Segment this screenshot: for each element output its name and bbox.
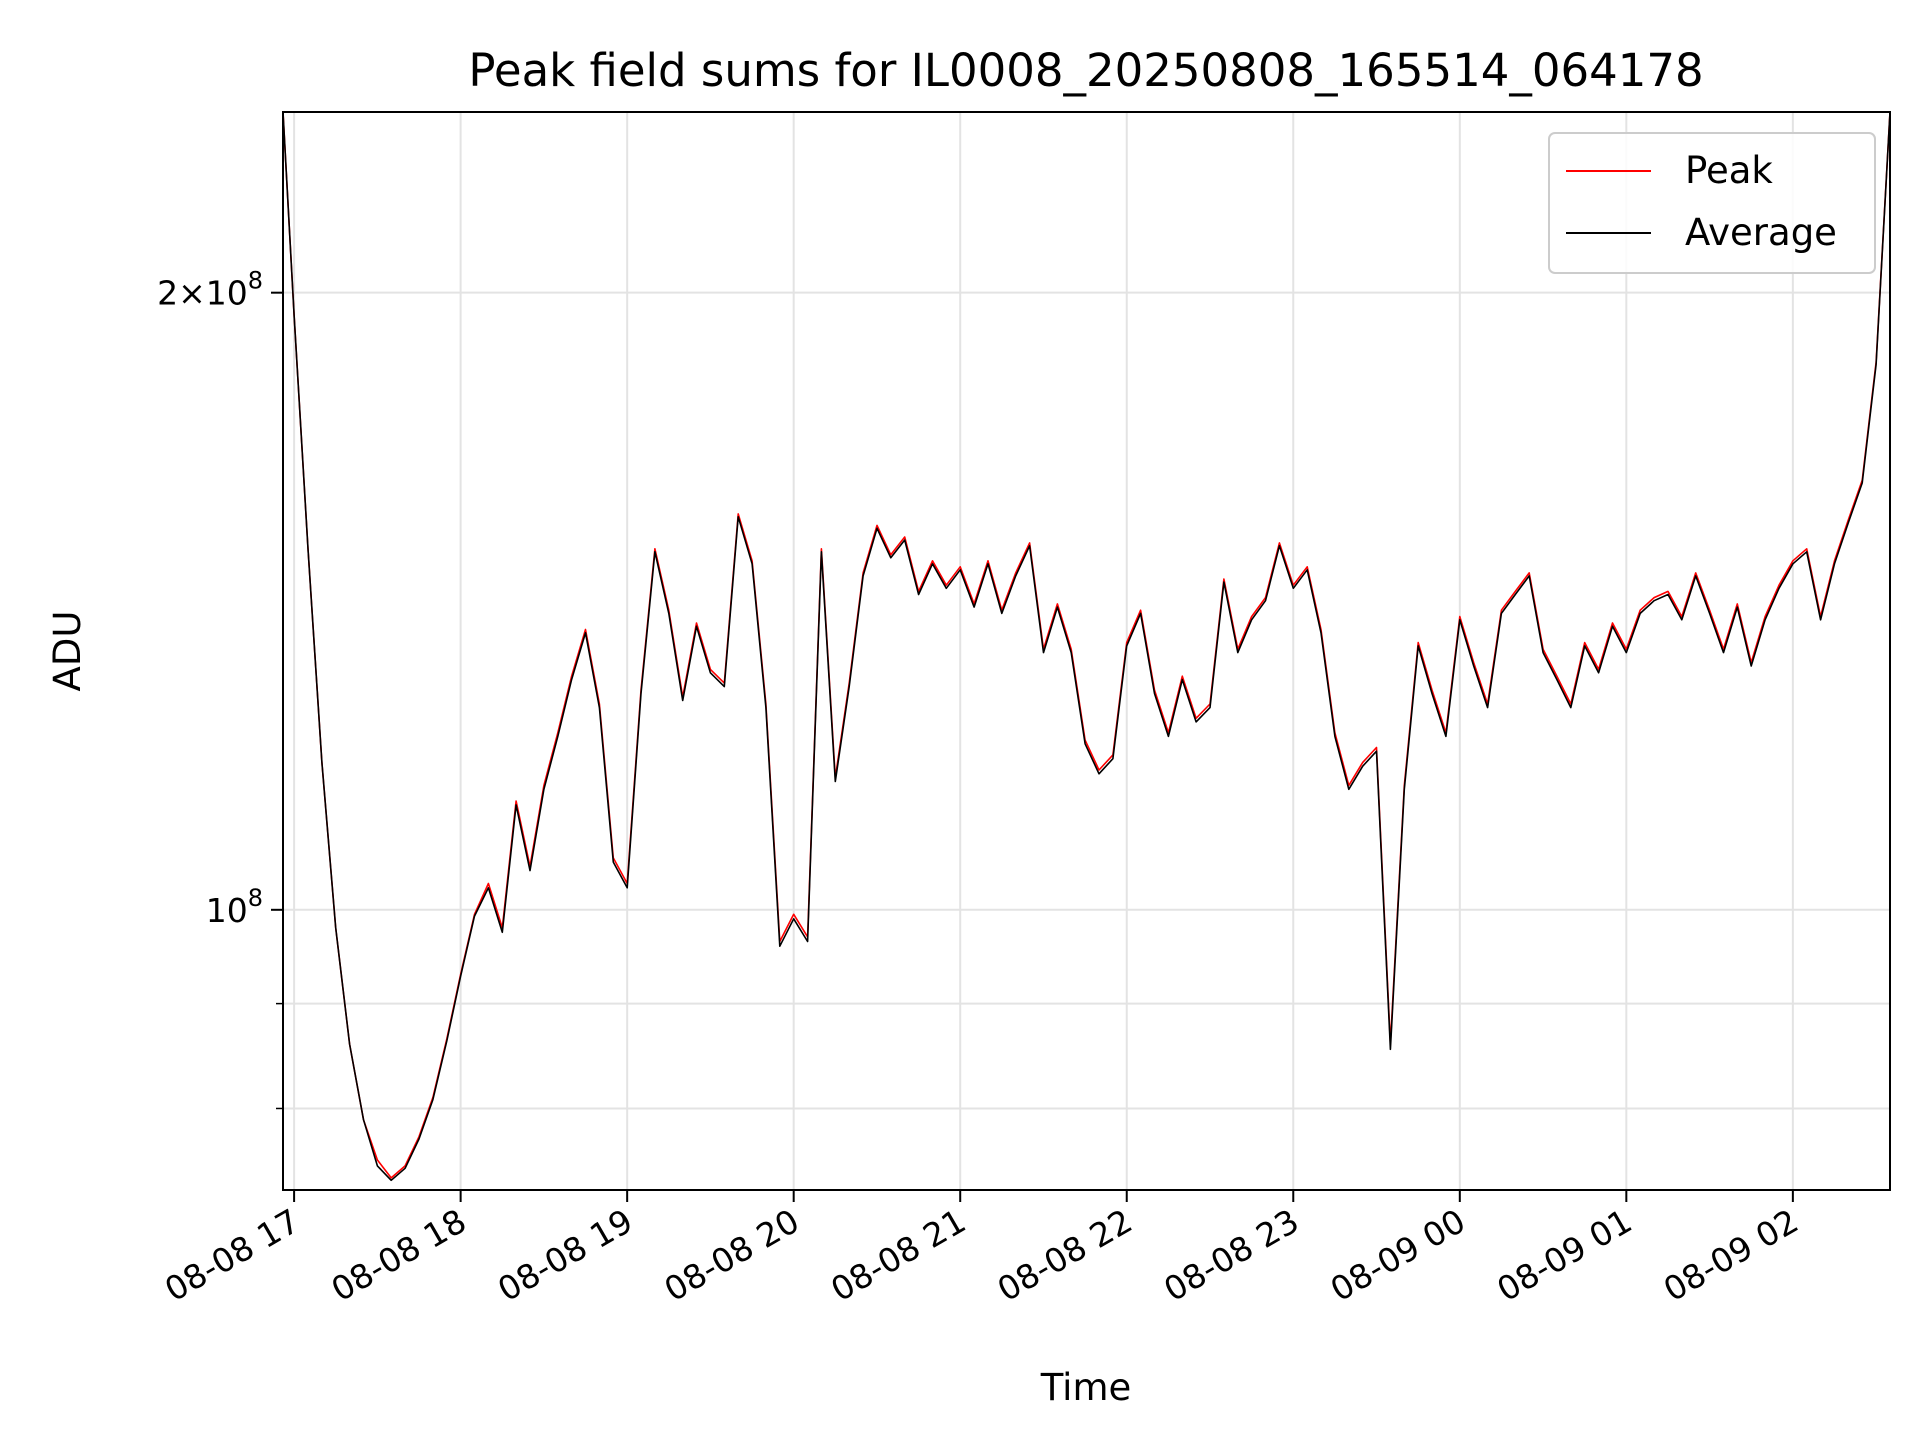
y-axis-label: ADU — [46, 611, 89, 692]
chart-title: Peak field sums for IL0008_20250808_1655… — [468, 44, 1703, 97]
series-layer — [282, 111, 1891, 1182]
legend-label-peak: Peak — [1685, 149, 1773, 192]
legend-box — [1548, 132, 1876, 274]
y-axis: 108 2×108 — [157, 267, 283, 1110]
y-tick-label: 2×108 — [157, 267, 263, 313]
grid-lines — [283, 112, 1890, 1190]
series-line-average — [282, 111, 1891, 1182]
legend: Peak Average — [1548, 132, 1876, 274]
legend-label-average: Average — [1685, 211, 1837, 254]
y-tick-label: 108 — [206, 884, 263, 930]
x-axis-label: Time — [1040, 1366, 1132, 1409]
plot-frame — [282, 111, 1891, 1191]
